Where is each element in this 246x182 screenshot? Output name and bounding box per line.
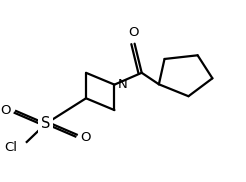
- Text: O: O: [80, 131, 91, 144]
- Text: Cl: Cl: [4, 141, 17, 154]
- Text: O: O: [128, 26, 139, 39]
- Text: O: O: [0, 104, 11, 117]
- Text: N: N: [117, 78, 127, 91]
- Text: S: S: [41, 116, 50, 131]
